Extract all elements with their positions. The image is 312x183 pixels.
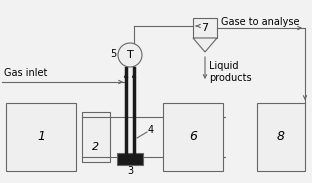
Text: 3: 3: [127, 166, 133, 176]
Bar: [163, 103, 223, 171]
Polygon shape: [193, 38, 217, 52]
Bar: [257, 103, 305, 171]
Text: T: T: [127, 50, 133, 60]
Text: 1: 1: [37, 130, 45, 143]
Text: 4: 4: [148, 125, 154, 135]
Text: 6: 6: [189, 130, 197, 143]
Text: 5: 5: [110, 49, 116, 59]
Text: 8: 8: [277, 130, 285, 143]
Bar: [82, 112, 110, 162]
Bar: [193, 18, 217, 38]
Text: 2: 2: [92, 142, 100, 152]
Text: Gas inlet: Gas inlet: [4, 68, 47, 78]
Text: Liquid
products: Liquid products: [209, 61, 251, 83]
Bar: [6, 103, 76, 171]
Text: 7: 7: [202, 23, 208, 33]
Text: Gase to analyse: Gase to analyse: [221, 17, 300, 27]
Bar: [117, 153, 143, 165]
Circle shape: [118, 43, 142, 67]
